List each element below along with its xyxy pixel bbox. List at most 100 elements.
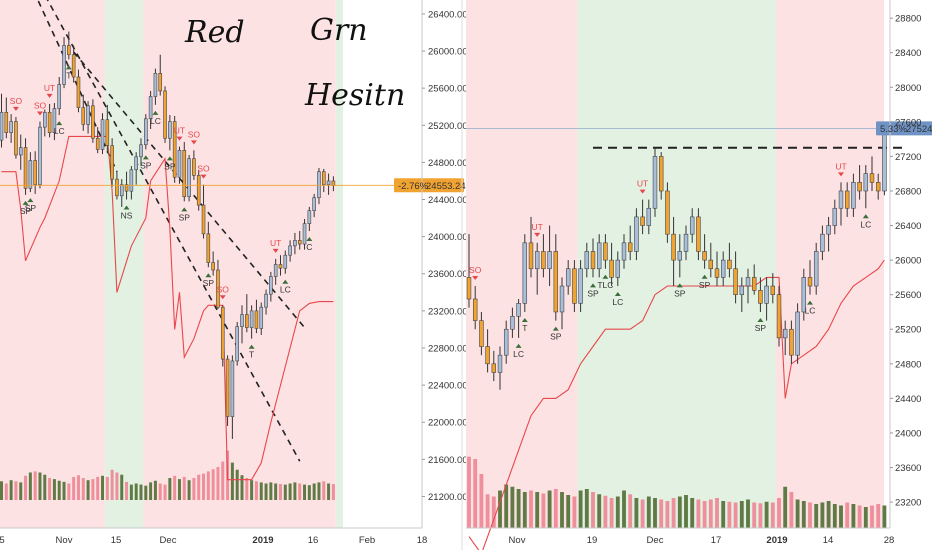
candle-body[interactable] [163, 90, 167, 139]
candle-body[interactable] [293, 240, 297, 247]
candle-body[interactable] [321, 171, 326, 185]
candle-body[interactable] [119, 184, 124, 197]
candle-body[interactable] [91, 105, 95, 139]
candle-body[interactable] [95, 137, 100, 150]
candle-body[interactable] [658, 156, 664, 192]
candle-body[interactable] [312, 197, 316, 211]
candle-body[interactable] [196, 175, 201, 206]
candle-body[interactable] [297, 240, 302, 245]
candle-body[interactable] [23, 147, 28, 189]
candle-body[interactable] [124, 184, 129, 192]
candle-body[interactable] [875, 182, 881, 192]
candle-body[interactable] [288, 245, 292, 256]
candle-body[interactable] [18, 147, 23, 156]
candle-body[interactable] [807, 277, 813, 287]
candle-body[interactable] [259, 306, 264, 329]
candle-body[interactable] [201, 204, 206, 235]
candle-body[interactable] [764, 285, 769, 304]
candle-body[interactable] [758, 290, 763, 304]
candle-body[interactable] [572, 268, 577, 304]
candle-body[interactable] [264, 293, 268, 308]
candle-body[interactable] [86, 105, 90, 125]
candle-body[interactable] [192, 158, 196, 176]
candle-body[interactable] [789, 328, 794, 356]
candle-body[interactable] [522, 242, 528, 304]
candle-body[interactable] [182, 150, 187, 198]
candle-body[interactable] [851, 182, 856, 209]
candle-body[interactable] [776, 294, 782, 339]
candle-body[interactable] [634, 216, 639, 252]
candle-body[interactable] [153, 73, 158, 97]
candle-body[interactable] [269, 276, 273, 295]
candle-body[interactable] [249, 310, 254, 328]
candle-body[interactable] [9, 121, 13, 133]
candle-body[interactable] [727, 259, 732, 270]
candle-body[interactable] [795, 311, 800, 356]
candle-body[interactable] [302, 223, 307, 245]
candle-body[interactable] [869, 173, 875, 183]
candle-body[interactable] [882, 128, 887, 192]
candle-body[interactable] [81, 107, 86, 125]
candle-body[interactable] [739, 285, 745, 295]
candle-body[interactable] [172, 121, 177, 178]
candle-body[interactable] [139, 144, 143, 158]
candle-body[interactable] [67, 45, 71, 56]
candle-body[interactable] [168, 121, 172, 139]
candle-body[interactable] [671, 233, 676, 261]
candle-body[interactable] [245, 314, 249, 328]
candle-body[interactable] [720, 259, 726, 278]
candle-body[interactable] [590, 251, 596, 270]
candle-body[interactable] [733, 268, 738, 295]
candle-body[interactable] [770, 285, 776, 295]
candle-body[interactable] [627, 242, 633, 252]
candle-body[interactable] [714, 268, 720, 278]
candle-body[interactable] [857, 182, 862, 192]
candle-body[interactable] [240, 314, 244, 327]
candle-body[interactable] [110, 145, 114, 180]
candle-body[interactable] [826, 225, 831, 235]
candle-body[interactable] [283, 254, 288, 269]
candle-body[interactable] [534, 251, 540, 270]
candle-body[interactable] [76, 76, 81, 108]
candle-body[interactable] [187, 158, 191, 198]
candle-body[interactable] [230, 360, 235, 417]
candle-body[interactable] [621, 242, 627, 261]
candle-body[interactable] [105, 119, 110, 146]
candle-body[interactable] [838, 190, 844, 209]
candle-body[interactable] [134, 156, 138, 171]
candle-body[interactable] [646, 207, 652, 226]
candle-body[interactable] [144, 118, 148, 146]
candle-body[interactable] [220, 306, 225, 360]
candle-body[interactable] [683, 233, 689, 252]
candle-body[interactable] [528, 242, 534, 270]
candle-body[interactable] [466, 277, 472, 300]
candle-body[interactable] [4, 111, 9, 133]
candle-body[interactable] [307, 210, 312, 224]
candle-body[interactable] [47, 111, 52, 133]
candle-body[interactable] [553, 251, 559, 313]
candle-body[interactable] [782, 328, 788, 339]
candle-body[interactable] [115, 178, 119, 197]
candle-body[interactable] [510, 315, 515, 330]
candle-body[interactable] [702, 251, 707, 261]
candle-body[interactable] [38, 126, 42, 185]
candle-body[interactable] [813, 251, 819, 287]
candle-body[interactable] [206, 233, 211, 263]
candle-body[interactable] [254, 310, 259, 329]
candle-body[interactable] [211, 262, 215, 271]
candle-body[interactable] [863, 173, 869, 192]
candle-body[interactable] [216, 269, 220, 308]
candle-body[interactable] [33, 160, 37, 185]
candle-body[interactable] [100, 119, 105, 150]
candle-body[interactable] [57, 84, 62, 109]
candle-body[interactable] [708, 259, 714, 270]
candle-body[interactable] [596, 242, 602, 270]
candle-body[interactable] [541, 251, 546, 270]
candle-body[interactable] [273, 264, 278, 277]
candle-body[interactable] [603, 242, 608, 261]
candle-body[interactable] [52, 108, 57, 133]
candle-body[interactable] [491, 363, 497, 373]
candle-body[interactable] [0, 111, 4, 141]
candle-body[interactable] [71, 54, 76, 78]
candle-body[interactable] [578, 268, 583, 304]
